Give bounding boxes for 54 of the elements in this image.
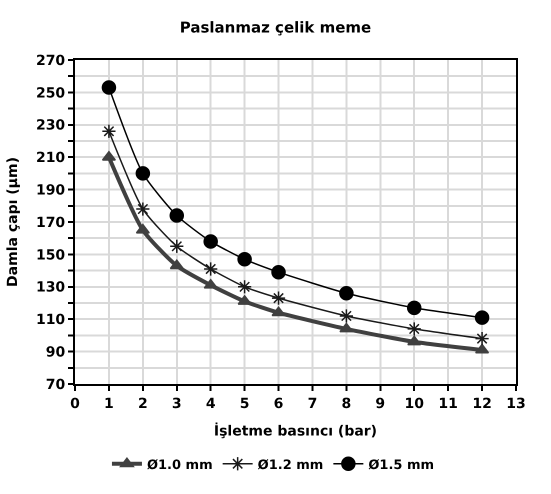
x-tick-label: 8 (342, 396, 352, 412)
point (271, 264, 286, 280)
point (339, 308, 354, 324)
y-tick-label: 110 (36, 312, 66, 328)
x-tick-label: 4 (206, 396, 216, 412)
point (102, 80, 116, 95)
x-tick-label: 6 (274, 396, 284, 412)
point (170, 208, 184, 223)
chart-title: Paslanmaz çelik meme (180, 18, 372, 37)
x-tick-label: 1 (104, 396, 114, 412)
point (170, 259, 184, 270)
point (271, 306, 286, 316)
y-tick-label: 70 (46, 376, 66, 393)
point (271, 290, 286, 306)
point (102, 150, 116, 161)
point (406, 300, 422, 316)
y-tick-label: 250 (36, 85, 66, 102)
y-tick-label: 270 (36, 52, 66, 69)
point (474, 310, 490, 325)
legend-label: Ø1.2 mm (258, 458, 324, 473)
y-tick-label: 210 (36, 150, 66, 166)
point (169, 238, 184, 254)
x-tick-label: 13 (506, 396, 526, 412)
x-tick-label: 0 (70, 396, 80, 412)
x-tick-label: 2 (138, 396, 148, 412)
point (339, 286, 354, 301)
y-tick-label: 170 (36, 214, 66, 231)
point (237, 252, 252, 267)
point (203, 262, 218, 276)
x-tick-label: 11 (438, 396, 458, 412)
x-tick-label: 5 (240, 396, 250, 412)
legend-label: Ø1.5 mm (368, 458, 434, 473)
y-tick-label: 130 (36, 280, 66, 296)
x-tick-label: 7 (308, 396, 318, 412)
point (136, 166, 150, 181)
y-tick-label: 90 (46, 344, 66, 360)
point (406, 322, 422, 336)
legend-label: Ø1.0 mm (146, 458, 213, 473)
x-tick-label: 9 (375, 396, 386, 412)
y-tick-label: 190 (36, 182, 66, 198)
y-tick-label: 150 (36, 247, 66, 264)
point (204, 278, 218, 289)
point (237, 279, 252, 294)
x-tick-label: 3 (172, 396, 182, 412)
point (136, 224, 150, 234)
y-tick-label: 230 (36, 118, 66, 134)
point (474, 331, 490, 346)
y-axis-title: Damla çapı (µm) (5, 157, 22, 287)
point (203, 234, 218, 249)
x-axis-title: İşletme basıncı (bar) (214, 422, 378, 440)
point (102, 124, 116, 139)
point (136, 202, 150, 216)
x-tick-label: 10 (404, 396, 424, 412)
x-tick-label: 12 (472, 396, 492, 412)
